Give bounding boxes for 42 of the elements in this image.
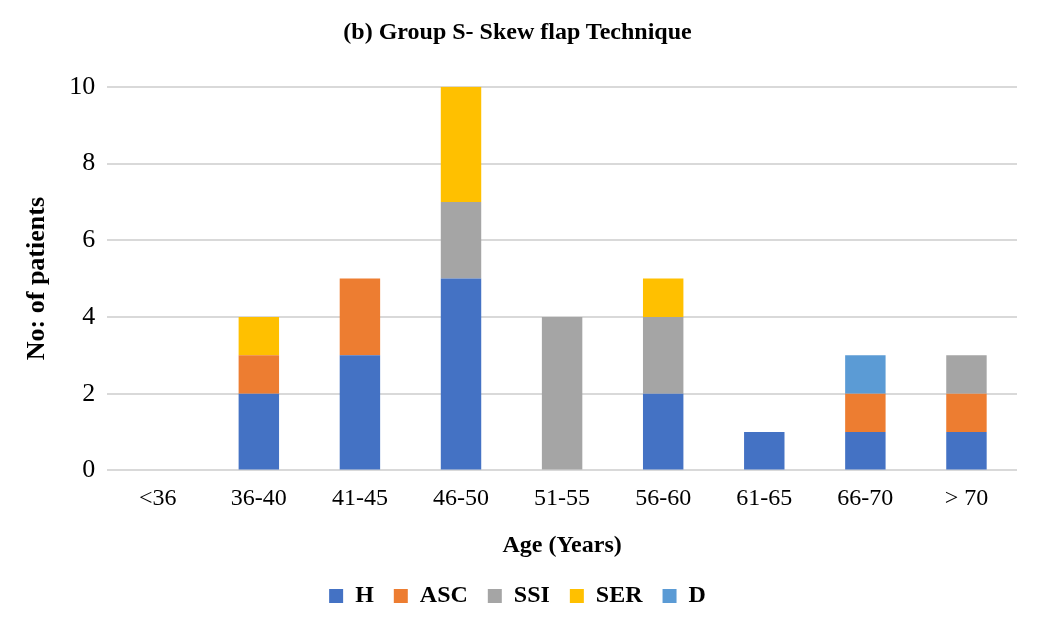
bar — [541, 316, 583, 470]
legend-label: ASC — [419, 581, 468, 608]
chart-title: (b) Group S- Skew flap Technique — [343, 17, 693, 44]
y-tick-label: 0 — [82, 454, 96, 484]
x-tick-label: 41-45 — [331, 484, 388, 511]
x-tick-label: > 70 — [944, 484, 989, 511]
bar — [845, 355, 886, 394]
bar — [238, 316, 280, 356]
bar — [339, 278, 381, 356]
bar — [845, 393, 886, 433]
x-axis-title: Age (Years) — [502, 530, 622, 557]
bar — [238, 393, 280, 470]
y-tick-label: 4 — [82, 300, 96, 330]
y-axis-title: No: of patients — [21, 196, 51, 361]
bar — [845, 432, 886, 470]
y-tick-label: 10 — [69, 70, 96, 100]
bar — [440, 201, 482, 279]
x-tick-label: 46-50 — [433, 484, 490, 511]
bar — [946, 393, 987, 433]
bar — [744, 432, 785, 470]
x-tick-label: <36 — [138, 484, 177, 511]
x-tick-label: 56-60 — [635, 484, 692, 511]
x-tick-label: 36-40 — [230, 484, 287, 511]
legend-label: D — [688, 581, 706, 608]
x-tick-label: 51-55 — [534, 484, 591, 511]
bar — [642, 316, 684, 394]
legend-label: H — [355, 581, 375, 608]
bar — [642, 278, 684, 317]
y-tick-label: 8 — [82, 147, 96, 177]
bar — [440, 86, 482, 202]
bar — [642, 393, 684, 470]
x-tick-label: 61-65 — [736, 484, 793, 511]
legend-label: SER — [595, 581, 644, 608]
legend-label: SSI — [513, 581, 550, 608]
bar — [238, 355, 280, 394]
bar — [339, 355, 381, 470]
x-tick-label: 66-70 — [837, 484, 894, 511]
bar — [946, 432, 987, 470]
bar — [946, 355, 987, 394]
y-tick-label: 6 — [82, 224, 96, 254]
y-tick-label: 2 — [82, 377, 96, 407]
bar — [440, 278, 482, 470]
